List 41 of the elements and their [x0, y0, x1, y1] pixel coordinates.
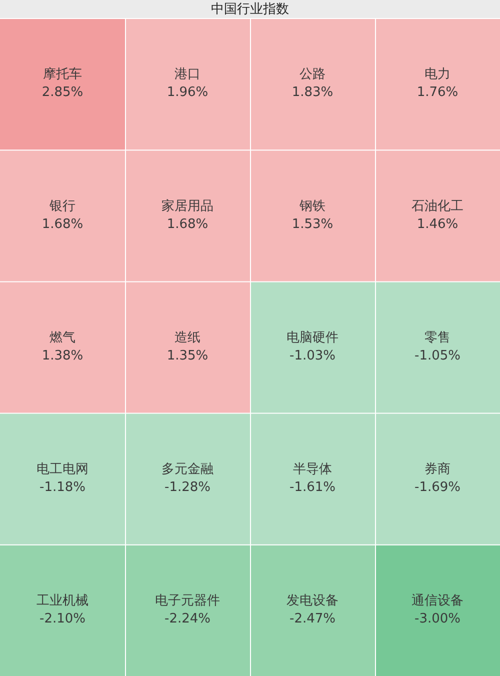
text: 中国行业指数 — [211, 2, 289, 17]
data-label: -1.69% — [414, 480, 460, 495]
data-label: 1.68% — [42, 216, 84, 232]
data-label: -1.28% — [164, 480, 210, 495]
data-label: 2.85% — [42, 85, 84, 100]
data-label: -1.61% — [290, 480, 336, 495]
data-label: -2.10% — [40, 612, 86, 627]
category-label: 造纸 — [174, 330, 200, 346]
category-label: 电子元器件 — [155, 594, 220, 609]
category-label: 半导体 — [293, 462, 332, 477]
category-label: 港口 — [174, 67, 200, 82]
category-label: 公路 — [300, 67, 326, 82]
data-label: 1.83% — [292, 85, 334, 100]
data-label: 1.53% — [292, 216, 334, 232]
category-label: 钢铁 — [298, 198, 326, 214]
data-label: 1.38% — [42, 348, 84, 364]
category-label: 燃气 — [50, 330, 76, 346]
category-label: 通信设备 — [412, 594, 464, 609]
category-label: 电工电网 — [36, 462, 88, 477]
category-label: 银行 — [48, 198, 76, 214]
category-label: 家居用品 — [162, 198, 214, 214]
data-label: -2.24% — [164, 612, 210, 627]
data-label: 1.76% — [416, 85, 458, 100]
category-label: 摩托车 — [43, 67, 82, 82]
data-label: 1.35% — [166, 348, 208, 364]
category-label: 石油化工 — [412, 198, 464, 214]
data-label: -1.18% — [40, 480, 86, 495]
data-label: 1.46% — [416, 216, 458, 232]
data-label: -3.00% — [414, 612, 460, 627]
data-label: -2.47% — [290, 612, 336, 627]
data-label: -1.03% — [290, 348, 336, 364]
data-label: 1.68% — [166, 216, 208, 232]
category-label: 工业机械 — [36, 594, 88, 609]
data-label: 1.96% — [166, 85, 208, 100]
category-label: 零售 — [424, 330, 450, 346]
category-label: 多元金融 — [162, 462, 214, 477]
category-label: 发电设备 — [286, 594, 338, 609]
data-label: -1.05% — [414, 348, 460, 364]
category-label: 电脑硬件 — [286, 330, 338, 346]
category-label: 电力 — [424, 67, 450, 82]
category-label: 券商 — [424, 462, 450, 477]
